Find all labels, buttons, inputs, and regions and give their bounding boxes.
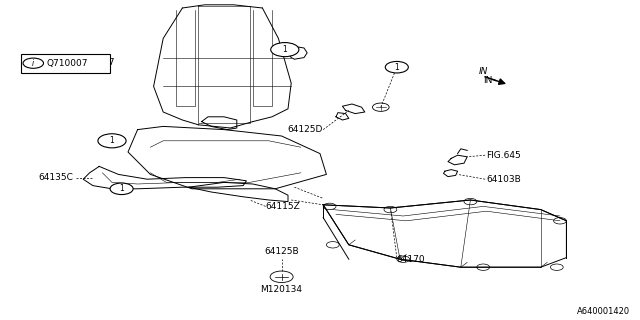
Text: Q710007: Q710007 <box>46 59 88 68</box>
Circle shape <box>385 61 408 73</box>
Text: i: i <box>32 59 35 68</box>
Circle shape <box>23 58 44 68</box>
Text: 64125B: 64125B <box>264 247 299 256</box>
FancyBboxPatch shape <box>21 54 110 73</box>
Circle shape <box>271 43 299 57</box>
Circle shape <box>98 134 126 148</box>
Text: 1: 1 <box>119 184 124 193</box>
Text: A640001420: A640001420 <box>577 308 630 316</box>
Text: 64125D: 64125D <box>288 125 323 134</box>
Circle shape <box>110 183 133 195</box>
Text: 64103B: 64103B <box>486 175 521 184</box>
Text: FIG.645: FIG.645 <box>486 151 521 160</box>
Text: IN: IN <box>479 67 488 76</box>
Text: 64170: 64170 <box>397 255 426 264</box>
Text: 1: 1 <box>282 45 287 54</box>
Text: Q710007: Q710007 <box>74 58 115 67</box>
Text: IN: IN <box>483 76 493 84</box>
Text: M120134: M120134 <box>260 285 303 294</box>
Text: 64135C: 64135C <box>39 173 74 182</box>
Text: 1: 1 <box>394 63 399 72</box>
Text: 1: 1 <box>109 136 115 145</box>
Text: 64115Z: 64115Z <box>266 202 300 211</box>
